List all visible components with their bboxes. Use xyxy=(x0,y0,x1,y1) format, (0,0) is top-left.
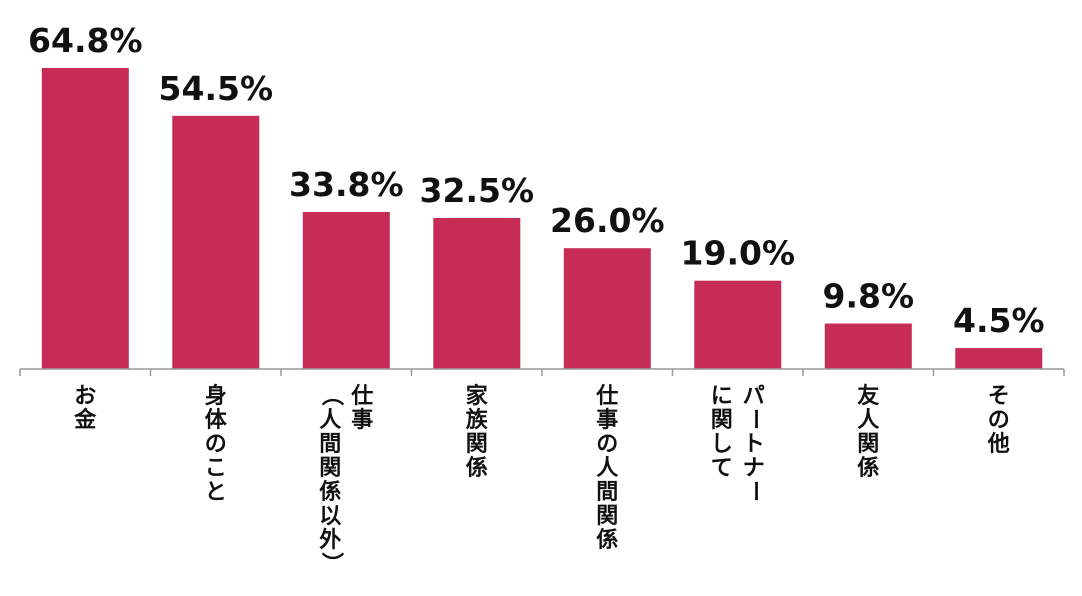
category-label-char: 人 xyxy=(857,408,879,433)
category-label-char: 係 xyxy=(857,456,879,481)
category-label-char: 仕 xyxy=(350,384,373,409)
category-label-char: 係 xyxy=(319,480,341,505)
category-label-char: 友 xyxy=(857,384,879,409)
bar xyxy=(302,212,390,369)
bar xyxy=(955,348,1043,369)
bar-value-label: 4.5% xyxy=(953,301,1045,340)
category-label-char: 関 xyxy=(711,408,733,433)
category-label-char: 事 xyxy=(596,407,618,433)
category-label-char: 身 xyxy=(205,383,227,409)
category-label-char: 仕 xyxy=(595,384,618,409)
category-label-char: 関 xyxy=(319,456,341,481)
category-label-char: お xyxy=(74,384,96,409)
category-label-char: 金 xyxy=(73,407,97,433)
bar xyxy=(172,115,260,369)
bar-value-label: 32.5% xyxy=(420,171,535,210)
category-label-char: ナ xyxy=(743,456,765,481)
bar-value-label: 33.8% xyxy=(289,165,404,204)
category-label-char: （ xyxy=(318,384,343,406)
category-label-char: ） xyxy=(318,552,343,574)
category-label-char: に xyxy=(711,384,733,409)
category-label-char: 人 xyxy=(596,456,618,481)
category-label-char: て xyxy=(711,456,733,481)
category-labels-group: お金身体のこと仕事（人間関係以外）家族関係仕事の人間関係パートナーに関して友人関… xyxy=(73,383,1010,574)
bar xyxy=(433,218,521,369)
bars-group xyxy=(41,68,1043,369)
category-label-char: 体 xyxy=(205,408,228,433)
value-labels-group: 64.8% 54.5% 33.8% 32.5% 26.0% 19.0% 9.8% 4.5% xyxy=(28,21,1045,340)
category-label-char: 関 xyxy=(596,504,618,529)
category-label-char: ー xyxy=(742,480,767,502)
bar xyxy=(694,280,782,369)
category-label-char: こ xyxy=(205,456,227,481)
category-label-char: そ xyxy=(988,384,1010,409)
bar-value-label: 19.0% xyxy=(681,234,796,273)
category-label-char: 族 xyxy=(466,407,489,433)
category-label-char: し xyxy=(711,432,733,457)
category-label-char: 係 xyxy=(466,456,488,481)
category-label-char: 以 xyxy=(319,504,341,529)
bar-value-label: 26.0% xyxy=(550,201,665,240)
category-label-char: 外 xyxy=(319,527,341,553)
bar xyxy=(824,323,912,369)
category-label-char: の xyxy=(988,408,1010,433)
category-label-char: 間 xyxy=(319,432,341,457)
category-label-char: ー xyxy=(742,408,767,430)
category-label-char: 間 xyxy=(596,480,618,505)
category-label-char: 事 xyxy=(351,407,373,433)
bar xyxy=(563,248,651,369)
bar-value-label: 54.5% xyxy=(159,69,274,108)
bar-value-label: 64.8% xyxy=(28,21,143,60)
category-label-char: ト xyxy=(743,432,765,457)
category-label-char: 他 xyxy=(987,432,1010,457)
bar xyxy=(41,68,129,369)
category-label-char: の xyxy=(596,432,618,457)
category-label-char: 係 xyxy=(596,528,618,553)
category-label-char: 家 xyxy=(466,383,489,409)
category-label-char: 関 xyxy=(857,432,879,457)
bar-value-label: 9.8% xyxy=(823,277,915,316)
category-label-char: と xyxy=(205,480,227,505)
category-label-char: 人 xyxy=(319,408,341,433)
x-axis-ticks xyxy=(19,369,1065,376)
category-label-char: パ xyxy=(743,384,765,409)
category-label-char: 関 xyxy=(466,432,488,457)
category-label-char: の xyxy=(205,432,227,457)
